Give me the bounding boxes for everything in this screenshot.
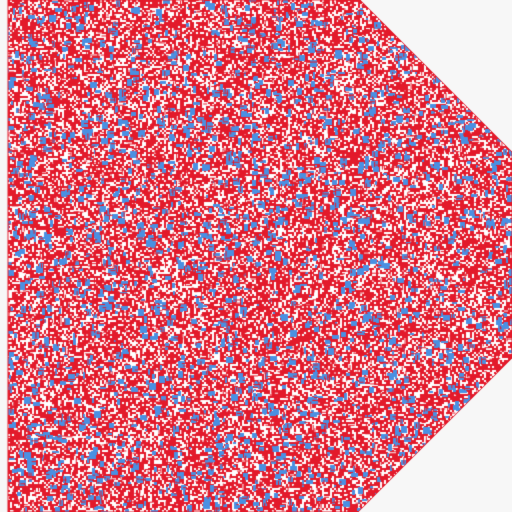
- game-board[interactable]: [0, 0, 512, 512]
